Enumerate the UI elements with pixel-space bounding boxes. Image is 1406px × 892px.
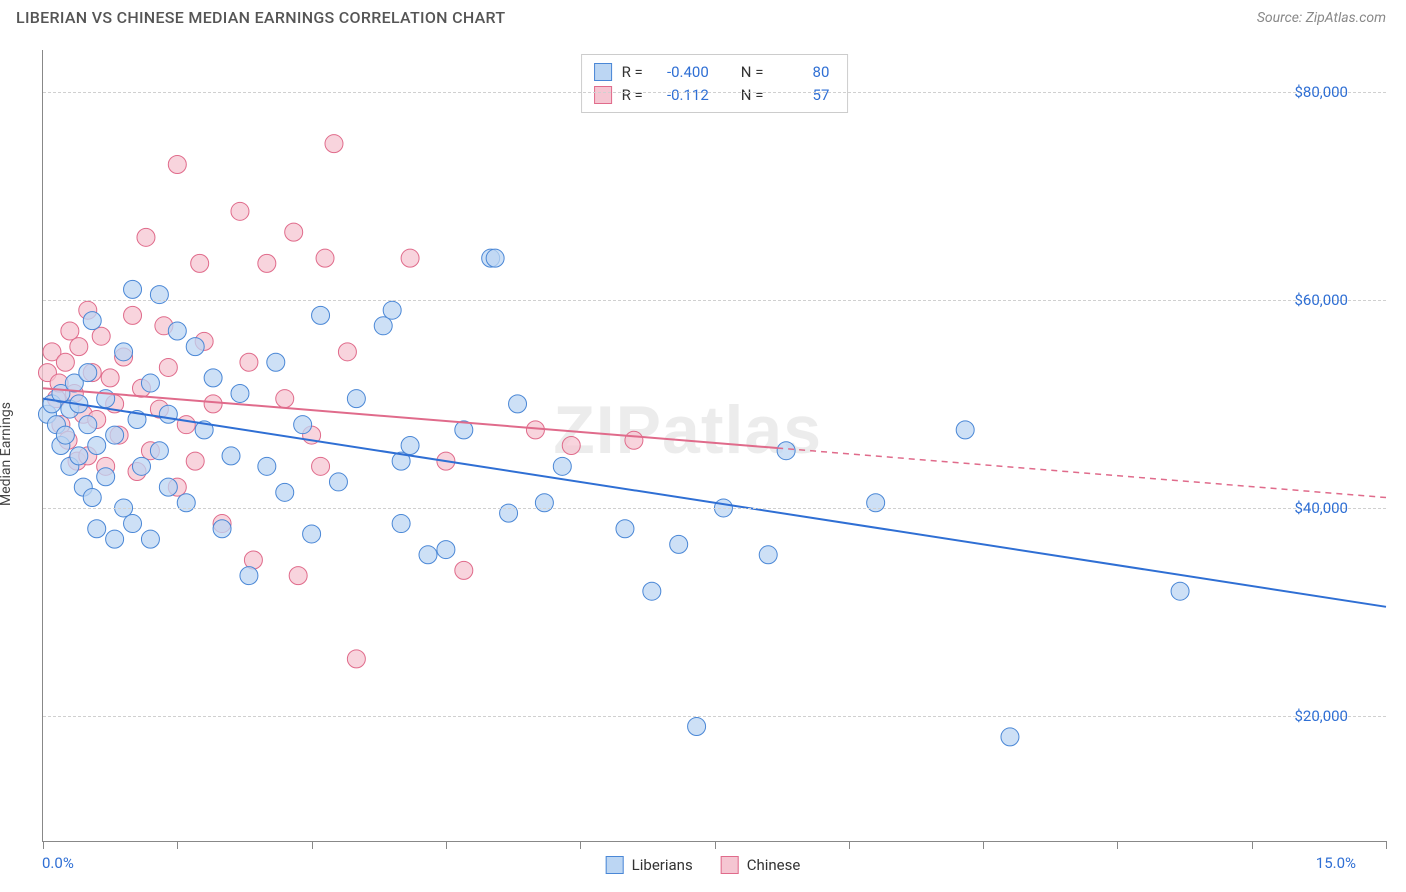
- chinese-r: -0.112: [653, 84, 709, 107]
- chart-area: ZIPatlas R = -0.400 N = 80 R = -0.112 N …: [42, 50, 1386, 842]
- scatter-plot: [43, 50, 1386, 841]
- r-label: R =: [622, 61, 643, 84]
- y-tick-label: $60,000: [1294, 291, 1348, 309]
- chinese-n: 57: [773, 84, 829, 107]
- chinese-swatch-icon: [721, 856, 739, 874]
- x-max-label: 15.0%: [1316, 854, 1356, 872]
- y-tick-label: $40,000: [1294, 499, 1348, 517]
- y-tick-label: $20,000: [1294, 707, 1348, 725]
- stats-legend: R = -0.400 N = 80 R = -0.112 N = 57: [581, 54, 849, 113]
- x-min-label: 0.0%: [42, 854, 74, 872]
- liberians-r: -0.400: [653, 61, 709, 84]
- n-label-2: N =: [741, 84, 764, 107]
- chinese-swatch: [594, 86, 612, 104]
- liberians-swatch-icon: [606, 856, 624, 874]
- y-axis-label: Median Earnings: [0, 402, 14, 506]
- liberians-n: 80: [773, 61, 829, 84]
- y-tick-label: $80,000: [1294, 83, 1348, 101]
- source-label: Source: ZipAtlas.com: [1257, 10, 1386, 26]
- r-label-2: R =: [622, 84, 643, 107]
- n-label: N =: [741, 61, 764, 84]
- liberians-label: Liberians: [632, 856, 693, 874]
- chart-title: LIBERIAN VS CHINESE MEDIAN EARNINGS CORR…: [16, 8, 505, 27]
- series-legend: Liberians Chinese: [606, 856, 801, 874]
- liberians-swatch: [594, 63, 612, 81]
- chinese-label: Chinese: [747, 856, 801, 874]
